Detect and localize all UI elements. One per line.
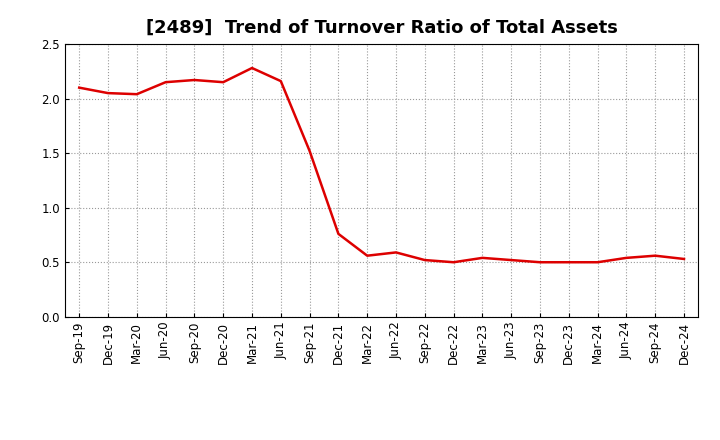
Title: [2489]  Trend of Turnover Ratio of Total Assets: [2489] Trend of Turnover Ratio of Total …: [145, 19, 618, 37]
